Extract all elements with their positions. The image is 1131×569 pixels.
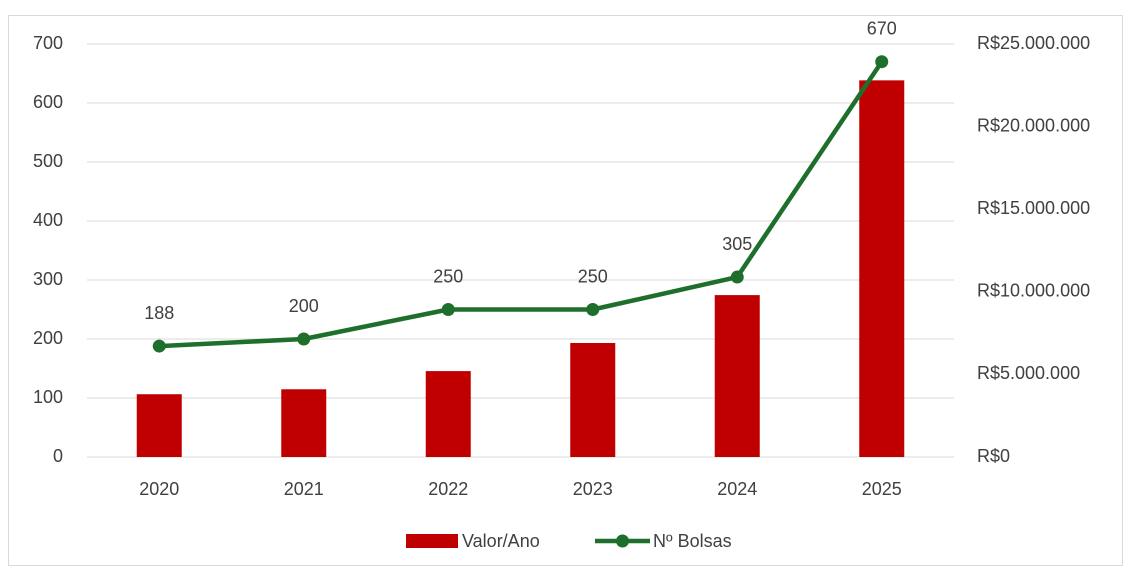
line xyxy=(159,60,884,349)
bar xyxy=(136,394,182,457)
line-point xyxy=(586,303,600,316)
legend-label: Nº Bolsas xyxy=(653,531,732,551)
chart-frame xyxy=(8,15,1123,566)
x-tick-label: 2021 xyxy=(284,479,324,499)
x-tick-label: 2024 xyxy=(717,479,757,499)
data-label: 305 xyxy=(722,234,752,254)
line-point xyxy=(875,55,889,69)
y-tick-label: 300 xyxy=(33,269,63,289)
legend-swatch xyxy=(406,534,458,548)
y-tick-label: 400 xyxy=(33,210,63,230)
bar xyxy=(714,295,760,457)
line-point xyxy=(297,332,311,346)
y-tick-label: 500 xyxy=(33,151,63,171)
bar xyxy=(859,80,905,458)
y2-tick-label: R$10.000.000 xyxy=(977,281,1090,301)
y-tick-label: 0 xyxy=(53,446,63,466)
data-label: 200 xyxy=(289,296,319,316)
bar xyxy=(281,389,327,457)
data-label: 250 xyxy=(433,266,463,286)
x-tick-label: 2025 xyxy=(862,479,902,499)
y-tick-label: 600 xyxy=(33,92,63,112)
y-tick-label: 200 xyxy=(33,328,63,348)
legend-swatch-point xyxy=(616,534,629,548)
line-point xyxy=(730,270,744,284)
data-label: 670 xyxy=(867,18,897,38)
y2-tick-label: R$5.000.000 xyxy=(977,363,1080,383)
y-tick-label: 100 xyxy=(33,387,63,407)
x-tick-label: 2020 xyxy=(139,479,179,499)
bar xyxy=(425,371,471,457)
y2-tick-label: R$0 xyxy=(977,446,1010,466)
line-point xyxy=(152,339,166,353)
bar xyxy=(570,343,616,457)
y2-tick-label: R$15.000.000 xyxy=(977,198,1090,218)
x-tick-label: 2022 xyxy=(428,479,468,499)
line-point xyxy=(441,303,455,316)
y2-tick-label: R$25.000.000 xyxy=(977,33,1090,53)
data-label: 250 xyxy=(578,266,608,286)
x-tick-label: 2023 xyxy=(573,479,613,499)
y2-tick-label: R$20.000.000 xyxy=(977,115,1090,135)
data-label: 188 xyxy=(144,303,174,323)
legend-label: Valor/Ano xyxy=(462,531,540,551)
y-tick-label: 700 xyxy=(33,33,63,53)
